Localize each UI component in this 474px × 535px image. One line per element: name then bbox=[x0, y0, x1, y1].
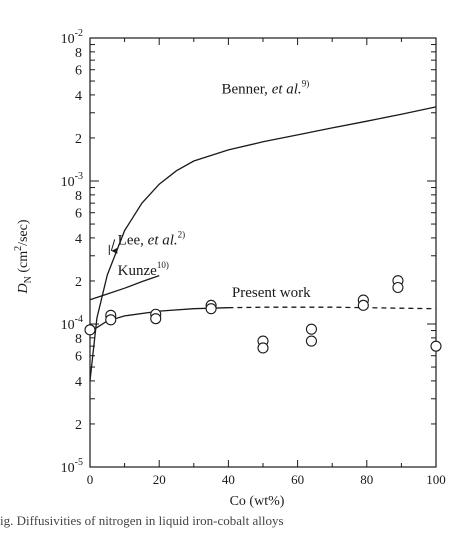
y-minor-tick-label: 8 bbox=[75, 46, 82, 61]
y-minor-tick-label: 2 bbox=[75, 275, 82, 290]
data-point bbox=[305, 335, 317, 347]
y-axis-units-superscript: 2 bbox=[13, 246, 24, 251]
series-line-kunze bbox=[89, 274, 160, 301]
label-italic: et al. bbox=[148, 232, 178, 248]
y-minor-tick-label: 6 bbox=[75, 350, 82, 365]
label-lee: Lee, et al.2) bbox=[118, 229, 185, 248]
y-tick-exponent: -4 bbox=[75, 314, 83, 325]
label-italic: et al. bbox=[272, 81, 302, 97]
label-present-work: Present work bbox=[232, 285, 311, 301]
y-major-tick-label: 10-4 bbox=[61, 314, 83, 333]
data-point bbox=[357, 299, 369, 311]
series-line-benner-et-al bbox=[89, 106, 437, 381]
data-point bbox=[105, 314, 117, 326]
label-reference: 10) bbox=[157, 260, 169, 270]
data-point bbox=[84, 324, 96, 336]
y-tick-base: 10 bbox=[61, 175, 75, 190]
y-axis-title: DN (cm2/sec) bbox=[13, 219, 34, 294]
data-point bbox=[430, 340, 442, 352]
x-tick-label: 80 bbox=[360, 472, 373, 487]
series-line-present-work bbox=[89, 307, 229, 333]
figure-caption: ig. Diffusivities of nitrogen in liquid … bbox=[0, 513, 284, 528]
data-point bbox=[150, 313, 162, 325]
y-minor-tick-label: 4 bbox=[75, 89, 82, 104]
label-benner: Benner, et al.9) bbox=[221, 78, 309, 97]
y-major-tick-label: 10-3 bbox=[61, 171, 83, 190]
y-axis-subscript: N bbox=[23, 276, 34, 283]
series-lines bbox=[89, 106, 437, 381]
y-minor-tick-label: 6 bbox=[75, 64, 82, 79]
label-text: Kunze bbox=[118, 263, 157, 279]
y-minor-tick-label: 8 bbox=[75, 332, 82, 347]
x-tick-label: 40 bbox=[222, 472, 235, 487]
data-point bbox=[257, 342, 269, 354]
axes: 0 20 40 60 80 10010-210-310-410-5864286428642… bbox=[13, 28, 446, 509]
y-minor-tick-label: 4 bbox=[75, 375, 82, 390]
label-text: Present work bbox=[232, 285, 311, 301]
x-tick-label: 100 bbox=[426, 472, 446, 487]
x-tick-label: 60 bbox=[291, 472, 304, 487]
x-axis-title: Co (wt%) bbox=[230, 494, 285, 509]
y-axis-units-end: /sec) bbox=[16, 219, 31, 246]
x-tick-label: 0 bbox=[87, 472, 94, 487]
y-tick-exponent: -3 bbox=[75, 171, 83, 182]
y-tick-base: 10 bbox=[61, 318, 75, 333]
y-minor-tick-label: 2 bbox=[75, 418, 82, 433]
label-reference: 2) bbox=[178, 229, 186, 239]
y-tick-base: 10 bbox=[61, 32, 75, 47]
y-axis-symbol: D bbox=[16, 283, 31, 294]
data-point bbox=[205, 303, 217, 315]
y-minor-tick-label: 4 bbox=[75, 232, 82, 247]
y-minor-tick-label: 8 bbox=[75, 189, 82, 204]
y-axis-units: (cm bbox=[16, 251, 31, 276]
plot-frame bbox=[89, 37, 437, 468]
label-text: Benner, bbox=[221, 81, 271, 97]
y-tick-base: 10 bbox=[61, 461, 75, 476]
y-major-tick-label: 10-5 bbox=[61, 457, 83, 476]
label-reference: 9) bbox=[302, 78, 310, 88]
y-minor-tick-label: 2 bbox=[75, 132, 82, 147]
x-tick-label: 20 bbox=[153, 472, 166, 487]
y-major-tick-label: 10-2 bbox=[61, 28, 83, 47]
data-point bbox=[392, 281, 404, 294]
y-tick-exponent: -5 bbox=[75, 457, 83, 468]
y-minor-tick-label: 6 bbox=[75, 207, 82, 222]
y-tick-exponent: -2 bbox=[75, 28, 83, 39]
data-point bbox=[305, 323, 317, 335]
series-line-present-work-dashed bbox=[228, 306, 437, 310]
label-arrowhead bbox=[111, 247, 118, 254]
data-points bbox=[84, 275, 442, 354]
label-kunze: Kunze10) bbox=[118, 260, 169, 279]
label-text: Lee, bbox=[118, 232, 148, 248]
label-arrow bbox=[110, 239, 116, 251]
annotations: Benner, et al.9)Lee, et al.2)Kunze10)Pre… bbox=[108, 78, 311, 301]
